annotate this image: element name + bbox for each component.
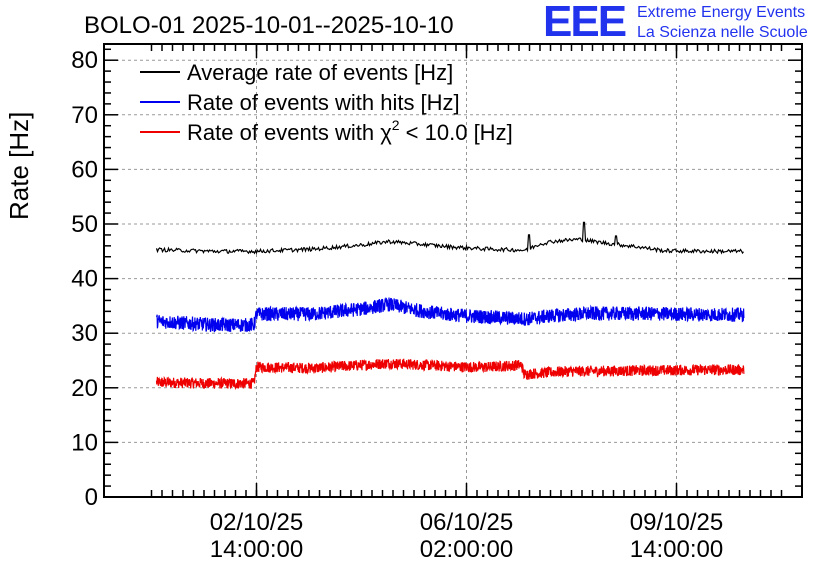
x-tick-label-time: 14:00:00: [630, 536, 723, 563]
eee-logo-icon: EEE: [543, 0, 627, 46]
y-axis-label: Rate [Hz]: [4, 112, 34, 220]
x-tick-label-date: 06/10/25: [420, 509, 513, 536]
y-tick-label: 40: [71, 266, 98, 293]
y-tick-label: 20: [71, 375, 98, 402]
y-tick-label: 60: [71, 156, 98, 183]
logo-line-2: La Scienza nelle Scuole: [637, 24, 808, 41]
logo-line-1: Extreme Energy Events: [637, 4, 806, 21]
legend-chi2-sup: 2: [392, 117, 400, 133]
y-tick-label: 80: [71, 47, 98, 74]
legend-chi2-text: Rate of events with χ: [187, 120, 392, 145]
y-tick-label: 70: [71, 102, 98, 129]
legend-label-chi2: Rate of events with χ2 < 10.0 [Hz]: [187, 117, 513, 145]
x-tick-label-time: 02:00:00: [420, 536, 513, 563]
y-tick-label: 50: [71, 211, 98, 238]
y-tick-label: 0: [85, 484, 98, 511]
series-line-0: [155, 221, 744, 255]
x-tick-label-time: 14:00:00: [210, 536, 303, 563]
series-line-2: [155, 358, 745, 391]
legend-chi2-tail: < 10.0 [Hz]: [400, 120, 513, 145]
legend-label-hits: Rate of events with hits [Hz]: [187, 90, 460, 115]
chart-title: BOLO-01 2025-10-01--2025-10-10: [84, 12, 454, 39]
series-line-1: [155, 297, 745, 333]
x-tick-label-date: 09/10/25: [630, 509, 723, 536]
legend: Average rate of events [Hz] Rate of even…: [140, 60, 513, 145]
legend-label-average: Average rate of events [Hz]: [187, 60, 453, 85]
y-tick-label: 10: [71, 429, 98, 456]
series-layer: [155, 221, 745, 391]
axes: 0102030405060708002/10/2514:00:0006/10/2…: [71, 43, 803, 563]
x-tick-label-date: 02/10/25: [210, 509, 303, 536]
y-tick-label: 30: [71, 320, 98, 347]
plot-frame: [103, 43, 803, 498]
